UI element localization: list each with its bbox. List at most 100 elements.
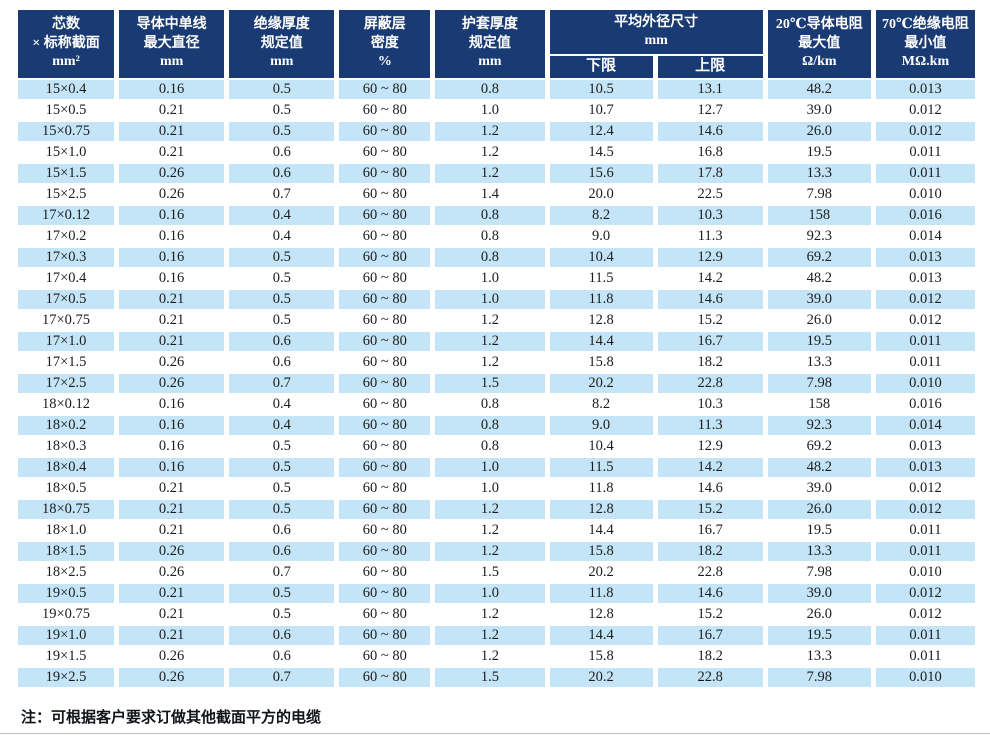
table-cell: 39.0 xyxy=(767,583,871,603)
col-header-sheath-thickness: 护套厚度 规定值 mm xyxy=(435,10,545,78)
table-row: 19×1.0 0.21 0.6 60 ~ 80 1.2 14.4 16.7 19.5 0.011 xyxy=(18,625,975,645)
table-cell: 39.0 xyxy=(767,289,871,309)
table-cell: 0.7 xyxy=(229,184,335,204)
table-cell: 16.7 xyxy=(657,625,763,645)
table-cell: 11.3 xyxy=(657,226,763,246)
table-cell: 7.98 xyxy=(767,667,871,687)
table-cell: 0.011 xyxy=(875,520,975,540)
table-cell: 0.016 xyxy=(875,205,975,225)
table-cell: 19.5 xyxy=(767,625,871,645)
table-cell: 1.0 xyxy=(435,583,545,603)
table-cell: 14.5 xyxy=(549,142,653,162)
table-cell: 158 xyxy=(767,205,871,225)
table-cell: 26.0 xyxy=(767,499,871,519)
table-row: 17×0.2 0.16 0.4 60 ~ 80 0.8 9.0 11.3 92.3 0.014 xyxy=(18,226,975,246)
table-cell: 69.2 xyxy=(767,436,871,456)
table-cell: 0.010 xyxy=(875,373,975,393)
table-cell: 14.6 xyxy=(657,478,763,498)
table-cell: 7.98 xyxy=(767,562,871,582)
table-cell: 17×0.3 xyxy=(18,247,115,267)
table-cell: 0.5 xyxy=(229,499,335,519)
table-cell: 13.3 xyxy=(767,646,871,666)
table-cell: 60 ~ 80 xyxy=(339,184,431,204)
table-cell: 0.4 xyxy=(229,394,335,414)
table-cell: 0.013 xyxy=(875,247,975,267)
table-cell: 0.16 xyxy=(119,205,225,225)
table-cell: 10.5 xyxy=(549,79,653,99)
table-cell: 0.7 xyxy=(229,373,335,393)
table-cell: 39.0 xyxy=(767,478,871,498)
col-header-insulation-thickness: 绝缘厚度 规定值 mm xyxy=(229,10,335,78)
table-row: 15×0.4 0.16 0.5 60 ~ 80 0.8 10.5 13.1 48.2 0.013 xyxy=(18,79,975,99)
table-cell: 26.0 xyxy=(767,310,871,330)
table-cell: 0.5 xyxy=(229,79,335,99)
table-cell: 1.2 xyxy=(435,499,545,519)
table-cell: 0.16 xyxy=(119,79,225,99)
table-cell: 1.5 xyxy=(435,667,545,687)
col-header-upper-limit: 上限 xyxy=(657,56,763,78)
table-cell: 1.5 xyxy=(435,373,545,393)
table-cell: 0.16 xyxy=(119,268,225,288)
table-cell: 0.6 xyxy=(229,163,335,183)
table-cell: 60 ~ 80 xyxy=(339,436,431,456)
table-cell: 60 ~ 80 xyxy=(339,79,431,99)
table-cell: 48.2 xyxy=(767,79,871,99)
table-cell: 0.26 xyxy=(119,541,225,561)
table-cell: 11.8 xyxy=(549,583,653,603)
table-cell: 0.16 xyxy=(119,457,225,477)
table-cell: 0.16 xyxy=(119,436,225,456)
table-cell: 18×0.2 xyxy=(18,415,115,435)
table-row: 15×1.5 0.26 0.6 60 ~ 80 1.2 15.6 17.8 13.3 0.011 xyxy=(18,163,975,183)
table-cell: 16.8 xyxy=(657,142,763,162)
table-cell: 16.7 xyxy=(657,331,763,351)
table-cell: 60 ~ 80 xyxy=(339,478,431,498)
table-cell: 12.9 xyxy=(657,436,763,456)
table-cell: 0.4 xyxy=(229,415,335,435)
table-cell: 60 ~ 80 xyxy=(339,100,431,120)
table-row: 18×0.75 0.21 0.5 60 ~ 80 1.2 12.8 15.2 26.0 0.01… xyxy=(18,499,975,519)
table-cell: 48.2 xyxy=(767,457,871,477)
table-cell: 0.5 xyxy=(229,478,335,498)
cable-spec-table: 芯数 × 标称截面 mm² 导体中单线 最大直径 mm 绝缘厚度 规定值 mm … xyxy=(13,8,980,689)
table-cell: 14.2 xyxy=(657,268,763,288)
table-cell: 18×0.4 xyxy=(18,457,115,477)
table-row: 17×1.5 0.26 0.6 60 ~ 80 1.2 15.8 18.2 13.3 0.011 xyxy=(18,352,975,372)
table-cell: 0.014 xyxy=(875,415,975,435)
table-cell: 0.6 xyxy=(229,520,335,540)
table-cell: 0.5 xyxy=(229,121,335,141)
table-row: 18×0.5 0.21 0.5 60 ~ 80 1.0 11.8 14.6 39.0 0.012 xyxy=(18,478,975,498)
table-cell: 15.2 xyxy=(657,604,763,624)
table-cell: 0.8 xyxy=(435,79,545,99)
table-cell: 0.012 xyxy=(875,100,975,120)
table-cell: 18×2.5 xyxy=(18,562,115,582)
table-cell: 0.21 xyxy=(119,310,225,330)
table-row: 17×0.3 0.16 0.5 60 ~ 80 0.8 10.4 12.9 69.2 0.013 xyxy=(18,247,975,267)
table-cell: 60 ~ 80 xyxy=(339,667,431,687)
table-cell: 0.16 xyxy=(119,226,225,246)
table-cell: 17×2.5 xyxy=(18,373,115,393)
table-cell: 11.5 xyxy=(549,457,653,477)
table-cell: 0.21 xyxy=(119,478,225,498)
col-header-conductor-resistance-20c: 20℃导体电阻 最大值 Ω/km xyxy=(767,10,871,78)
table-row: 17×0.75 0.21 0.5 60 ~ 80 1.2 12.8 15.2 26.0 0.01… xyxy=(18,310,975,330)
table-cell: 92.3 xyxy=(767,226,871,246)
table-cell: 13.3 xyxy=(767,163,871,183)
table-cell: 15.8 xyxy=(549,352,653,372)
table-row: 19×2.5 0.26 0.7 60 ~ 80 1.5 20.2 22.8 7.98 0.010 xyxy=(18,667,975,687)
table-cell: 0.21 xyxy=(119,100,225,120)
table-row: 17×2.5 0.26 0.7 60 ~ 80 1.5 20.2 22.8 7.98 0.010 xyxy=(18,373,975,393)
table-cell: 0.016 xyxy=(875,394,975,414)
table-cell: 1.2 xyxy=(435,142,545,162)
table-cell: 15.6 xyxy=(549,163,653,183)
table-cell: 8.2 xyxy=(549,205,653,225)
table-row: 18×0.2 0.16 0.4 60 ~ 80 0.8 9.0 11.3 92.3 0.014 xyxy=(18,415,975,435)
table-cell: 0.4 xyxy=(229,226,335,246)
table-cell: 60 ~ 80 xyxy=(339,541,431,561)
table-cell: 69.2 xyxy=(767,247,871,267)
table-cell: 19×1.0 xyxy=(18,625,115,645)
header-row-sub: 下限 上限 xyxy=(18,56,975,78)
table-cell: 0.011 xyxy=(875,352,975,372)
table-cell: 0.010 xyxy=(875,562,975,582)
table-row: 19×0.75 0.21 0.5 60 ~ 80 1.2 12.8 15.2 26.0 0.01… xyxy=(18,604,975,624)
